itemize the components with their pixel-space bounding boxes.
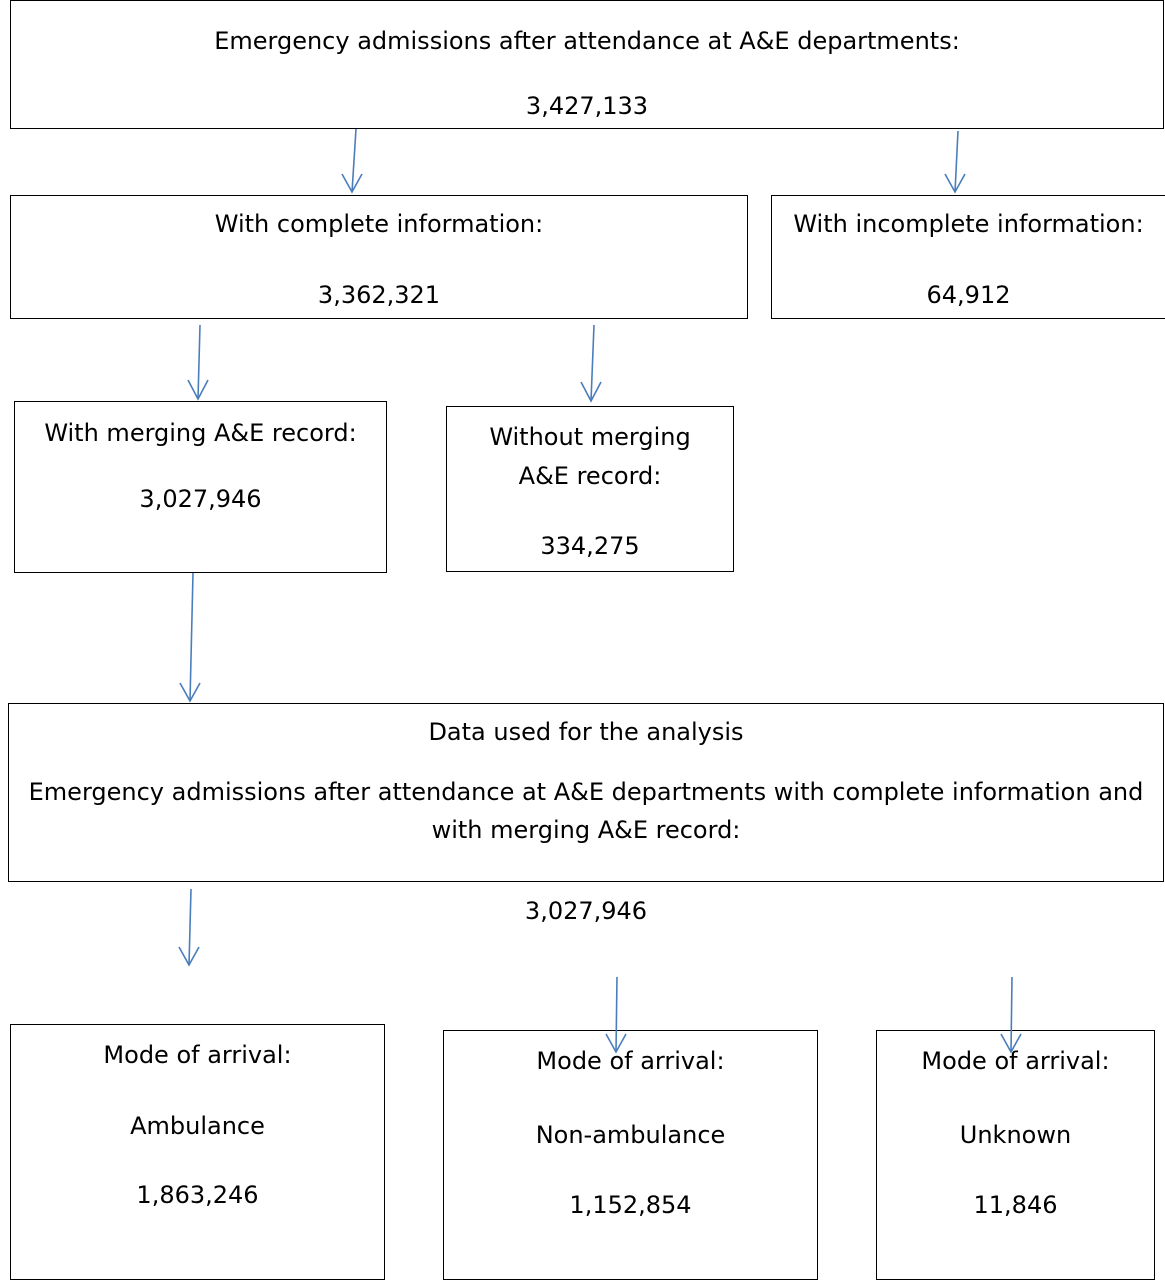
node-mode-ambulance-value: 1,863,246 [136,1181,259,1209]
node-analysis-line1: Emergency admissions after attendance at… [28,778,1144,806]
node-mode-ambulance-mode: Ambulance [130,1112,265,1140]
arrow-total-to-complete [341,128,363,194]
node-incomplete-information: With incomplete information: 64,912 [771,195,1165,319]
node-without-merging-record-title-1: Without merging [489,423,691,451]
node-analysis-data: Data used for the analysis Emergency adm… [8,703,1164,925]
arrow-complete-to-merging [187,324,209,401]
node-with-merging-record: With merging A&E record: 3,027,946 [14,401,387,573]
node-incomplete-information-title: With incomplete information: [793,210,1144,238]
node-mode-unknown-value: 11,846 [973,1191,1058,1219]
arrow-analysis-to-non-ambulance [605,976,627,1054]
arrow-analysis-to-ambulance [178,888,200,967]
node-mode-non-ambulance: Mode of arrival: Non-ambulance 1,152,854 [443,1030,818,1280]
node-analysis-heading: Data used for the analysis [428,718,744,746]
node-analysis-value: 3,027,946 [524,897,648,925]
node-mode-non-ambulance-value: 1,152,854 [569,1191,692,1219]
node-total-admissions-title: Emergency admissions after attendance at… [214,27,960,55]
node-mode-non-ambulance-title: Mode of arrival: [536,1047,725,1075]
node-mode-ambulance-title: Mode of arrival: [103,1041,292,1069]
node-with-merging-record-title: With merging A&E record: [44,419,357,447]
arrow-total-to-incomplete [944,130,966,194]
node-without-merging-record-title-2: A&E record: [518,462,662,490]
node-mode-unknown: Mode of arrival: Unknown 11,846 [876,1030,1155,1280]
node-without-merging-record-value: 334,275 [540,532,640,560]
node-with-merging-record-value: 3,027,946 [139,485,262,513]
node-complete-information-title: With complete information: [214,210,544,238]
node-total-admissions-value: 3,427,133 [525,92,649,120]
node-analysis-line2: with merging A&E record: [431,816,741,844]
node-without-merging-record: Without merging A&E record: 334,275 [446,406,734,572]
node-incomplete-information-value: 64,912 [926,281,1011,309]
arrow-merging-to-analysis [179,572,201,703]
node-mode-unknown-mode: Unknown [959,1121,1072,1149]
arrow-analysis-to-unknown [1000,976,1022,1054]
arrow-complete-to-non-merging [580,324,602,403]
node-total-admissions: Emergency admissions after attendance at… [10,0,1164,129]
node-mode-unknown-title: Mode of arrival: [921,1047,1110,1075]
node-complete-information-value: 3,362,321 [317,281,441,309]
node-complete-information: With complete information: 3,362,321 [10,195,748,319]
node-mode-non-ambulance-mode: Non-ambulance [535,1121,726,1149]
